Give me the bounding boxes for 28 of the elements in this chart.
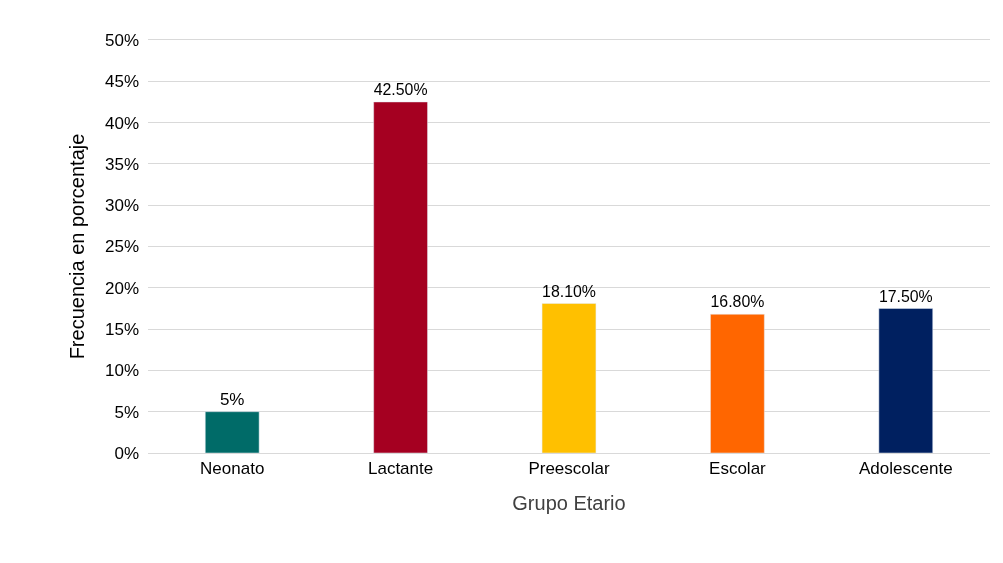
y-tick-label: 40% <box>104 113 139 133</box>
bar <box>541 303 597 453</box>
x-tick-label: Preescolar <box>528 459 610 479</box>
x-tick-label: Escolar <box>709 459 767 479</box>
data-label: 18.10% <box>542 282 596 300</box>
x-tick-label: Lactante <box>367 459 434 479</box>
y-tick-label: 50% <box>104 30 139 50</box>
bar <box>878 308 933 453</box>
x-axis-title: Grupo Etario <box>512 491 626 514</box>
y-axis-title: Frecuencia en porcentaje <box>66 133 89 360</box>
bar <box>710 313 765 453</box>
y-tick-label: 10% <box>104 361 139 381</box>
y-tick-label: 25% <box>104 237 139 257</box>
y-tick-label: 15% <box>104 320 139 340</box>
y-tick-label: 30% <box>104 196 139 216</box>
y-tick-label: 0% <box>114 443 139 463</box>
x-tick-label: Adolescente <box>859 459 953 479</box>
x-tick-label: Neonato <box>200 459 265 479</box>
y-tick-label: 5% <box>114 402 139 422</box>
data-label: 16.80% <box>710 293 765 311</box>
data-label: 17.50% <box>878 287 933 305</box>
y-tick-label: 35% <box>104 154 139 174</box>
y-tick-label: 20% <box>104 278 139 298</box>
bar <box>205 411 260 453</box>
y-tick-label: 45% <box>104 72 139 92</box>
data-label: 5% <box>219 389 245 409</box>
data-label: 42.50% <box>373 81 428 99</box>
bar <box>373 101 428 453</box>
